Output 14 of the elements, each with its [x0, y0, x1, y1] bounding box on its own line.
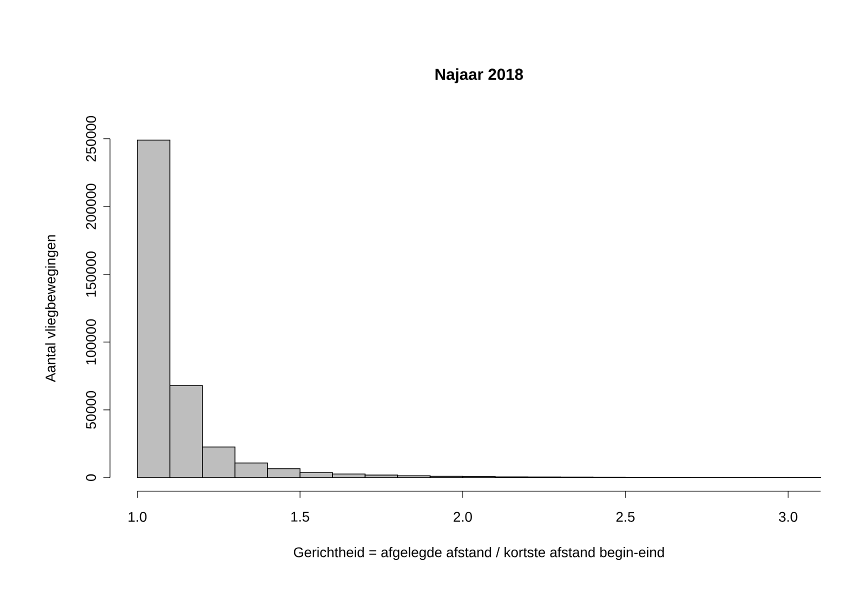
chart-title: Najaar 2018: [436, 68, 523, 84]
y-tick-label: 200000: [86, 184, 96, 230]
x-tick-label: 1.0: [128, 512, 147, 522]
x-tick-label: 2.0: [454, 512, 472, 522]
x-tick-label: 3.0: [778, 512, 798, 522]
y-tick-label: 100000: [86, 319, 96, 364]
y-tick-label: 250000: [86, 116, 96, 162]
x-tick-label: 1.5: [291, 512, 310, 522]
y-tick-label: 150000: [86, 252, 96, 297]
y-tick-label: 0: [86, 474, 96, 481]
y-tick-label: 50000: [86, 390, 96, 429]
x-axis-title: Gerichtheid = afgelegde afstand / kortste afstand begin-eind: [294, 546, 664, 560]
x-tick-label: 2.5: [616, 512, 635, 522]
y-axis-title: Aantal vliegbewegingen: [45, 235, 58, 382]
